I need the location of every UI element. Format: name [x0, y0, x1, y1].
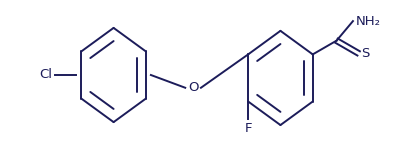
Text: S: S: [362, 47, 370, 60]
Text: F: F: [244, 122, 252, 135]
Text: Cl: Cl: [40, 69, 53, 81]
Text: NH₂: NH₂: [356, 15, 381, 28]
Text: O: O: [188, 81, 198, 94]
